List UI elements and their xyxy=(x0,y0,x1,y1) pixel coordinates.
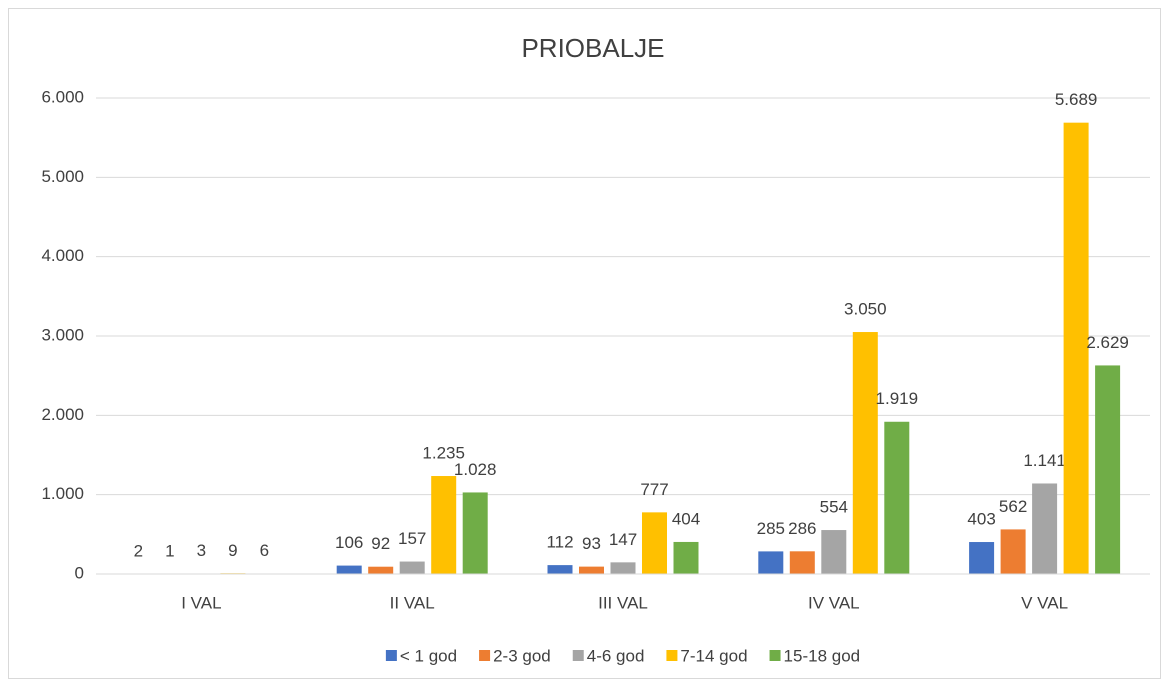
data-label: 777 xyxy=(640,480,668,499)
data-label: 2.629 xyxy=(1086,333,1129,352)
bar xyxy=(758,551,784,574)
y-tick-label: 3.000 xyxy=(41,325,84,344)
data-label: 92 xyxy=(371,534,390,553)
data-label: 3.050 xyxy=(844,300,887,319)
x-tick-label: IV VAL xyxy=(808,593,860,612)
bar xyxy=(1063,122,1089,574)
bar xyxy=(821,530,847,574)
legend-label: 4-6 god xyxy=(587,646,645,665)
x-tick-label: II VAL xyxy=(390,593,435,612)
data-label: 554 xyxy=(820,498,848,517)
data-label: 6 xyxy=(260,541,269,560)
bar xyxy=(642,512,667,574)
data-label: 562 xyxy=(999,497,1027,516)
bar xyxy=(884,421,910,574)
data-label: 285 xyxy=(757,519,785,538)
bar xyxy=(431,476,457,574)
data-label: 404 xyxy=(672,509,700,528)
data-label: 2 xyxy=(134,541,143,560)
y-tick-label: 2.000 xyxy=(41,405,84,424)
y-tick-label: 6.000 xyxy=(41,87,84,106)
chart-border xyxy=(8,8,1161,679)
bar xyxy=(969,542,995,574)
bar xyxy=(462,492,488,574)
bar xyxy=(547,565,573,574)
bar xyxy=(1095,365,1121,574)
bar xyxy=(1032,483,1058,574)
bar xyxy=(399,561,425,574)
bar xyxy=(852,332,878,574)
data-label: 147 xyxy=(609,530,637,549)
data-label: 403 xyxy=(967,510,995,529)
chart-title: PRIOBALJE xyxy=(521,33,664,63)
data-label: 1 xyxy=(165,541,174,560)
legend-label: 7-14 god xyxy=(680,646,747,665)
data-label: 1.235 xyxy=(422,444,465,463)
data-label: 5.689 xyxy=(1055,90,1098,109)
legend-label: 2-3 god xyxy=(493,646,551,665)
legend-swatch xyxy=(666,650,678,661)
y-tick-label: 0 xyxy=(75,563,84,582)
data-label: 286 xyxy=(788,519,816,538)
bar xyxy=(610,562,636,574)
data-label: 106 xyxy=(335,533,363,552)
bar xyxy=(336,565,362,574)
legend-label: < 1 god xyxy=(400,646,457,665)
y-tick-label: 5.000 xyxy=(41,167,84,186)
legend-swatch xyxy=(385,650,397,661)
data-label: 1.028 xyxy=(454,460,497,479)
legend-swatch xyxy=(572,650,584,661)
x-tick-label: III VAL xyxy=(598,593,648,612)
data-label: 93 xyxy=(582,534,601,553)
data-label: 1.141 xyxy=(1023,451,1066,470)
data-label: 112 xyxy=(546,533,573,552)
data-label: 9 xyxy=(228,541,237,560)
legend-swatch xyxy=(479,650,491,661)
bar xyxy=(1000,529,1026,574)
bar xyxy=(368,566,394,574)
legend-swatch xyxy=(769,650,781,661)
data-label: 3 xyxy=(197,541,206,560)
y-tick-label: 1.000 xyxy=(41,484,84,503)
bar xyxy=(789,551,815,574)
data-label: 1.919 xyxy=(876,389,919,408)
y-tick-label: 4.000 xyxy=(41,246,84,265)
x-tick-label: I VAL xyxy=(181,593,221,612)
x-tick-label: V VAL xyxy=(1021,593,1068,612)
legend-label: 15-18 god xyxy=(784,646,861,665)
data-label: 157 xyxy=(398,529,426,548)
bar xyxy=(673,541,699,574)
bar xyxy=(579,566,604,574)
